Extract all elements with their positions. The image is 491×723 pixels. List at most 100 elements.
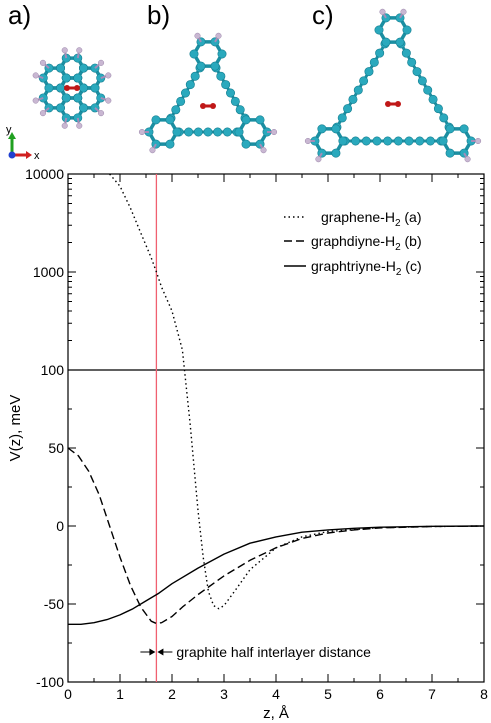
chain-carbon-atom (417, 76, 427, 86)
carbon-atom (196, 61, 206, 71)
carbon-atom (402, 25, 412, 35)
carbon-atom (61, 93, 71, 103)
carbon-atom (165, 115, 175, 125)
plot-frame (67, 173, 485, 683)
graphene-flake-model (32, 47, 112, 129)
y-tick-label: 10000 (25, 166, 64, 182)
x-tick-label: 5 (324, 686, 332, 702)
chain-carbon-atom (226, 88, 236, 98)
carbon-atom (317, 124, 327, 134)
carbon-atom (438, 136, 448, 146)
chain-carbon-atom (425, 136, 435, 146)
y-tick-label: -50 (44, 596, 64, 612)
chain-carbon-atom (372, 136, 382, 146)
legend-entry-2: graphtriyne-H2 (c) (311, 258, 422, 278)
chain-carbon-atom (393, 136, 403, 146)
hydrogen-atom (39, 59, 47, 66)
series-layer (67, 173, 485, 625)
chain-carbon-atom (213, 127, 223, 137)
carbon-atom (79, 83, 89, 93)
x-tick-label: 0 (64, 686, 72, 702)
potential-chart: 0 1 2 3 4 5 6 7 8 10000 1000 100 50 0 -50 -100 graphen… (7, 166, 488, 722)
hydrogen-atom (32, 72, 39, 79)
hydrogen-atom (304, 137, 311, 145)
chain-carbon-atom (412, 67, 422, 77)
h2-atom (200, 103, 206, 109)
h2-atom (74, 85, 80, 91)
carbon-atom (79, 103, 89, 113)
graphdiyne-pore-model (138, 32, 278, 154)
hydrogen-atom (464, 156, 471, 163)
chain-carbon-atom (216, 71, 226, 81)
carbon-atom (445, 124, 455, 134)
carbon-atom (374, 25, 384, 35)
chain-carbon-atom (433, 104, 443, 114)
hydrogen-atom (76, 122, 83, 129)
chain-carbon-atom (193, 127, 203, 137)
carbon-atom (338, 136, 348, 146)
chain-carbon-atom (221, 80, 231, 90)
carbon-atom (151, 115, 161, 125)
x-tick-label: 4 (272, 686, 280, 702)
hydrogen-atom (138, 128, 146, 136)
hydrogen-atom (97, 110, 105, 117)
hydrogen-atom (315, 156, 322, 163)
panel-label-c: c) (312, 0, 334, 30)
hydrogen-atom (379, 8, 386, 15)
carbon-atom (381, 37, 391, 47)
carbon-atom (255, 115, 265, 125)
hydrogen-atom (194, 32, 201, 39)
chain-carbon-atom (185, 80, 195, 90)
chain-carbon-atom (375, 48, 385, 58)
carbon-atom (459, 124, 469, 134)
hydrogen-atom (61, 47, 68, 54)
chain-carbon-atom (230, 96, 240, 106)
carbon-atom (79, 63, 89, 73)
legend-entry-0: graphene-H2 (a) (321, 209, 422, 229)
hydrogen-atom (105, 72, 112, 79)
carbon-atom (73, 73, 83, 83)
carbon-atom (61, 73, 71, 83)
chain-carbon-atom (180, 88, 190, 98)
annotation-arrow-left-head (149, 648, 156, 656)
carbon-atom (73, 93, 83, 103)
x-tick-label: 2 (168, 686, 176, 702)
chain-carbon-atom (404, 136, 414, 146)
h2-atom (395, 101, 401, 107)
chain-carbon-atom (383, 136, 393, 146)
x-axis-title: z, Å (263, 705, 289, 722)
carbon-atom (241, 115, 251, 125)
carbon-atom (90, 83, 100, 93)
carbon-atom (55, 83, 65, 93)
chain-carbon-atom (407, 57, 417, 67)
y-tick-label: 50 (48, 440, 64, 456)
chain-carbon-atom (171, 105, 181, 115)
x-axis-arrow-head (26, 151, 32, 159)
chain-carbon-atom (439, 113, 449, 123)
h2-atom (385, 101, 391, 107)
legend: graphene-H2 (a) graphdiyne-H2 (b) graphtri… (284, 209, 422, 278)
chain-carbon-atom (203, 127, 213, 137)
chain-carbon-atom (190, 71, 200, 81)
carbon-atom (44, 83, 54, 93)
h2-atom (64, 85, 70, 91)
chain-carbon-atom (428, 94, 438, 104)
carbon-atom (55, 103, 65, 113)
legend-entry-1: graphdiyne-H2 (b) (311, 233, 422, 253)
x-tick-label: 3 (220, 686, 228, 702)
x-tick-label: 1 (116, 686, 124, 702)
panel-label-b: b) (147, 0, 170, 30)
carbon-atom (331, 148, 341, 158)
hydrogen-atom (97, 59, 105, 66)
hydrogen-atom (475, 137, 482, 145)
graphtriyne-pore-model (304, 8, 482, 163)
carbon-atom (331, 124, 341, 134)
hydrogen-atom (32, 97, 39, 104)
chain-carbon-atom (423, 85, 433, 95)
chain-carbon-atom (351, 136, 361, 146)
carbon-atom (234, 127, 244, 137)
axis-icon-z-label: z (3, 152, 7, 161)
molecule-panels: a) b) c) y x z (3, 0, 482, 163)
chain-carbon-atom (343, 104, 353, 114)
